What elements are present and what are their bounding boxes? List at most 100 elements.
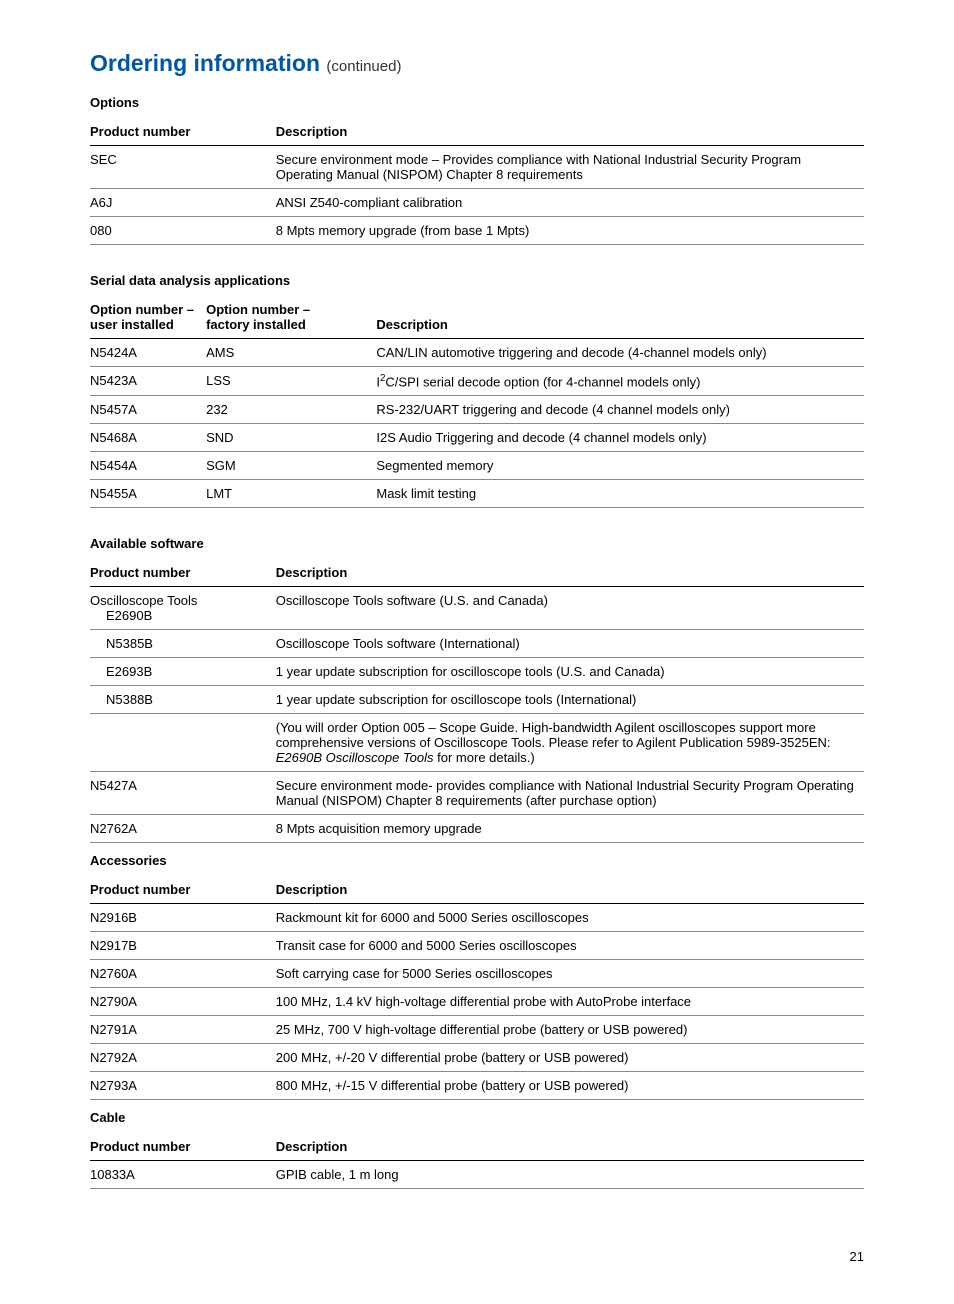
col-description: Description (276, 561, 864, 587)
table-row: N5423ALSSI2C/SPI serial decode option (f… (90, 367, 864, 396)
cell-user: N5468A (90, 424, 206, 452)
tbody-serial: N5424AAMSCAN/LIN automotive triggering a… (90, 339, 864, 508)
cell-product: 10833A (90, 1161, 276, 1189)
cell-product: A6J (90, 189, 276, 217)
col-product: Product number (90, 878, 276, 904)
cell-description: Oscilloscope Tools software (Internation… (276, 630, 864, 658)
section-software: Available software Product number Descri… (90, 536, 864, 843)
cell-user: N5457A (90, 396, 206, 424)
table-row: N5457A232RS-232/UART triggering and deco… (90, 396, 864, 424)
table-cable: Product number Description 10833AGPIB ca… (90, 1135, 864, 1189)
cell-user: N5455A (90, 480, 206, 508)
col-product: Product number (90, 120, 276, 146)
table-row: SECSecure environment mode – Provides co… (90, 146, 864, 189)
cell-description: 800 MHz, +/-15 V differential probe (bat… (276, 1072, 864, 1100)
cell-product: N5427A (90, 772, 276, 815)
table-row: N5424AAMSCAN/LIN automotive triggering a… (90, 339, 864, 367)
cell-description: 200 MHz, +/-20 V differential probe (bat… (276, 1044, 864, 1072)
section-title-accessories: Accessories (90, 853, 864, 868)
cell-user: N5424A (90, 339, 206, 367)
cell-description: CAN/LIN automotive triggering and decode… (376, 339, 864, 367)
cell-product: Oscilloscope ToolsE2690B (90, 587, 276, 630)
cell-factory: SND (206, 424, 376, 452)
cell-product: N5388B (90, 686, 276, 714)
section-title-serial: Serial data analysis applications (90, 273, 864, 288)
cell-user: N5454A (90, 452, 206, 480)
cell-product: N2792A (90, 1044, 276, 1072)
table-row: 0808 Mpts memory upgrade (from base 1 Mp… (90, 217, 864, 245)
table-row: N2793A800 MHz, +/-15 V differential prob… (90, 1072, 864, 1100)
cell-product: N2793A (90, 1072, 276, 1100)
cell-description: Rackmount kit for 6000 and 5000 Series o… (276, 904, 864, 932)
table-row: A6JANSI Z540-compliant calibration (90, 189, 864, 217)
table-row: N2792A200 MHz, +/-20 V differential prob… (90, 1044, 864, 1072)
cell-description: I2C/SPI serial decode option (for 4-chan… (376, 367, 864, 396)
cell-factory: LSS (206, 367, 376, 396)
cell-description: Oscilloscope Tools software (U.S. and Ca… (276, 587, 864, 630)
cell-product: E2693B (90, 658, 276, 686)
section-title-software: Available software (90, 536, 864, 551)
tbody-accessories: N2916BRackmount kit for 6000 and 5000 Se… (90, 904, 864, 1100)
cell-product: N2917B (90, 932, 276, 960)
table-serial: Option number –user installed Option num… (90, 298, 864, 508)
col-description: Description (276, 1135, 864, 1161)
cell-product (90, 714, 276, 772)
table-row: N2917BTransit case for 6000 and 5000 Ser… (90, 932, 864, 960)
table-options: Product number Description SECSecure env… (90, 120, 864, 245)
section-accessories: Accessories Product number Description N… (90, 853, 864, 1100)
cell-product: N2791A (90, 1016, 276, 1044)
table-row: N2790A100 MHz, 1.4 kV high-voltage diffe… (90, 988, 864, 1016)
col-description: Description (276, 878, 864, 904)
cell-description: 8 Mpts acquisition memory upgrade (276, 815, 864, 843)
cell-product: N2916B (90, 904, 276, 932)
cell-factory: LMT (206, 480, 376, 508)
cell-description: Segmented memory (376, 452, 864, 480)
table-row: Oscilloscope ToolsE2690BOscilloscope Too… (90, 587, 864, 630)
table-row: N2760ASoft carrying case for 5000 Series… (90, 960, 864, 988)
table-row: N2762A8 Mpts acquisition memory upgrade (90, 815, 864, 843)
section-title-options: Options (90, 95, 864, 110)
table-row: N5455ALMTMask limit testing (90, 480, 864, 508)
col-product: Product number (90, 1135, 276, 1161)
table-row: 10833AGPIB cable, 1 m long (90, 1161, 864, 1189)
table-row: E2693B1 year update subscription for osc… (90, 658, 864, 686)
cell-product: N2760A (90, 960, 276, 988)
cell-product: 080 (90, 217, 276, 245)
cell-description: 100 MHz, 1.4 kV high-voltage differentia… (276, 988, 864, 1016)
cell-product: SEC (90, 146, 276, 189)
table-row: N5427ASecure environment mode- provides … (90, 772, 864, 815)
cell-factory: SGM (206, 452, 376, 480)
section-title-cable: Cable (90, 1110, 864, 1125)
col-user: Option number –user installed (90, 298, 206, 339)
col-factory: Option number –factory installed (206, 298, 376, 339)
cell-description: 1 year update subscription for oscillosc… (276, 658, 864, 686)
section-options: Options Product number Description SECSe… (90, 95, 864, 245)
cell-description: 25 MHz, 700 V high-voltage differential … (276, 1016, 864, 1044)
table-row: (You will order Option 005 – Scope Guide… (90, 714, 864, 772)
cell-description: Mask limit testing (376, 480, 864, 508)
table-row: N5468ASNDI2S Audio Triggering and decode… (90, 424, 864, 452)
cell-product: N2790A (90, 988, 276, 1016)
cell-description: Soft carrying case for 5000 Series oscil… (276, 960, 864, 988)
table-row: N2791A25 MHz, 700 V high-voltage differe… (90, 1016, 864, 1044)
cell-factory: 232 (206, 396, 376, 424)
cell-product: N5385B (90, 630, 276, 658)
table-row: N2916BRackmount kit for 6000 and 5000 Se… (90, 904, 864, 932)
col-description: Description (276, 120, 864, 146)
table-row: N5385BOscilloscope Tools software (Inter… (90, 630, 864, 658)
table-accessories: Product number Description N2916BRackmou… (90, 878, 864, 1100)
page-number: 21 (90, 1249, 864, 1264)
section-cable: Cable Product number Description 10833AG… (90, 1110, 864, 1189)
cell-user: N5423A (90, 367, 206, 396)
table-row: N5454ASGMSegmented memory (90, 452, 864, 480)
page-heading: Ordering information (continued) (90, 50, 864, 77)
col-product: Product number (90, 561, 276, 587)
cell-description: Transit case for 6000 and 5000 Series os… (276, 932, 864, 960)
table-software: Product number Description Oscilloscope … (90, 561, 864, 843)
tbody-cable: 10833AGPIB cable, 1 m long (90, 1161, 864, 1189)
tbody-software: Oscilloscope ToolsE2690BOscilloscope Too… (90, 587, 864, 843)
heading-continued: (continued) (326, 58, 401, 75)
cell-description: RS-232/UART triggering and decode (4 cha… (376, 396, 864, 424)
cell-description: Secure environment mode – Provides compl… (276, 146, 864, 189)
cell-description: I2S Audio Triggering and decode (4 chann… (376, 424, 864, 452)
